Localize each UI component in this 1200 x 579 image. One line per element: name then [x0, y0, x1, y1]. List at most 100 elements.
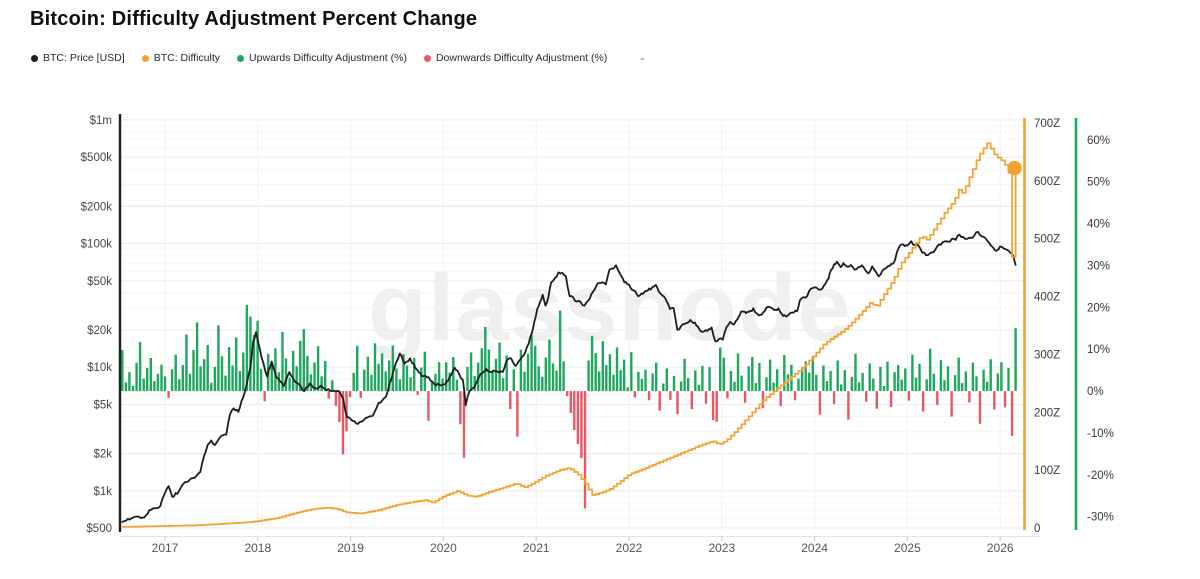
down-adjustment-bar — [359, 391, 362, 398]
down-adjustment-bar — [690, 391, 693, 410]
up-adjustment-bar — [772, 382, 775, 392]
up-adjustment-bar — [124, 382, 128, 392]
up-adjustment-bar — [302, 329, 305, 392]
down-adjustment-bar — [576, 391, 580, 444]
up-adjustment-bar — [608, 354, 612, 392]
up-adjustment-bar — [306, 355, 309, 392]
year-tick-label: 2025 — [894, 541, 921, 555]
up-adjustment-bar — [217, 325, 220, 392]
up-adjustment-bar — [850, 376, 854, 391]
up-adjustment-bar — [893, 372, 896, 391]
down-adjustment-bar — [327, 391, 330, 399]
legend-item-upwards-difficulty-adjustment[interactable]: Upwards Difficulty Adjustment (%) — [237, 52, 407, 64]
up-adjustment-bar — [630, 352, 633, 391]
legend-collapse-control[interactable]: - — [640, 51, 645, 65]
up-adjustment-bar — [455, 379, 459, 391]
price-axis-tick-label: $200k — [81, 201, 113, 213]
up-adjustment-bar — [665, 368, 668, 391]
up-adjustment-bar — [541, 376, 544, 391]
up-adjustment-bar — [163, 376, 167, 392]
up-adjustment-bar — [751, 357, 754, 391]
down-adjustment-bar — [950, 391, 953, 417]
up-adjustment-bar — [526, 353, 530, 392]
up-adjustment-bar — [740, 375, 743, 392]
up-adjustment-bar — [986, 381, 989, 391]
up-adjustment-bar — [929, 348, 932, 392]
up-adjustment-bar — [982, 369, 985, 392]
up-adjustment-bar — [469, 352, 473, 391]
year-tick-label: 2019 — [337, 541, 364, 555]
down-adjustment-bar — [516, 391, 519, 437]
down-adjustment-bar — [676, 391, 679, 415]
up-adjustment-bar — [423, 351, 426, 392]
up-adjustment-bar — [1014, 328, 1017, 391]
up-adjustment-bar — [149, 358, 152, 392]
up-adjustment-bar — [683, 358, 686, 391]
legend-item-btc-difficulty[interactable]: BTC: Difficulty — [141, 52, 220, 64]
up-adjustment-bar — [380, 353, 384, 392]
up-adjustment-bar — [587, 360, 590, 392]
down-adjustment-bar — [462, 391, 466, 458]
page-title: Bitcoin: Difficulty Adjustment Percent C… — [30, 8, 478, 30]
down-adjustment-bar — [921, 391, 925, 412]
legend-item-label: Downwards Difficulty Adjustment (%) — [435, 52, 608, 64]
year-tick-label: 2023 — [708, 541, 735, 555]
up-adjustment-bar — [836, 360, 839, 392]
year-gridlines — [164, 118, 1001, 532]
up-adjustment-bar — [316, 346, 320, 391]
up-adjustment-bar — [288, 377, 291, 392]
up-adjustment-bar — [445, 362, 448, 392]
up-adjustment-bar — [391, 345, 394, 391]
down-adjustment-bar — [647, 391, 651, 401]
up-adjustment-bar — [679, 381, 683, 391]
legend-item-btc-price-usd[interactable]: BTC: Price [USD] — [31, 52, 125, 64]
legend-item-downwards-difficulty-adjustment[interactable]: Downwards Difficulty Adjustment (%) — [423, 52, 608, 64]
down-adjustment-bar — [889, 391, 893, 407]
price-axis-tick-label: $500k — [81, 152, 113, 164]
year-tick-label: 2022 — [616, 541, 643, 555]
up-adjustment-bar — [309, 374, 313, 392]
up-adjustment-bar — [131, 386, 135, 391]
difficulty-axis-tick-label: 400Z — [1034, 292, 1060, 304]
up-adjustment-bar — [270, 363, 273, 392]
difficulty-axis-tick-label: 0 — [1034, 523, 1040, 535]
up-adjustment-bar — [434, 373, 437, 392]
up-adjustment-bar — [537, 366, 540, 391]
down-adjustment-bar — [338, 391, 341, 423]
down-adjustment-bar — [993, 391, 996, 410]
up-adjustment-bar — [961, 383, 964, 392]
up-adjustment-bar — [413, 358, 416, 392]
up-adjustment-bar — [185, 334, 188, 391]
difficulty-axis-tick-label: 100Z — [1034, 465, 1060, 477]
up-adjustment-bar — [388, 360, 391, 392]
up-adjustment-bar — [213, 366, 217, 392]
price-axis-tick-label: $1k — [93, 486, 112, 498]
up-adjustment-bar — [192, 350, 195, 391]
difficulty-axis-tick-label: 500Z — [1034, 234, 1060, 246]
x-axis-labels: 2017 2018 2019 2020 2021 2022 2023 2024 2025 2026 — [152, 536, 1014, 555]
up-adjustment-bar — [662, 383, 665, 391]
up-adjustment-bar — [687, 378, 690, 392]
down-adjustment-bar — [1010, 391, 1014, 436]
down-adjustment-bar — [566, 391, 569, 397]
up-adjustment-bar — [491, 371, 494, 392]
up-adjustment-bar — [900, 379, 903, 391]
up-adjustment-bar — [843, 370, 846, 391]
down-adjustment-bar — [569, 391, 572, 413]
price-axis-tick-label: $10k — [87, 362, 112, 374]
up-adjustment-bar — [800, 368, 804, 391]
up-adjustment-bar — [235, 337, 238, 391]
percent-axis-tick-label: 50% — [1087, 177, 1110, 189]
up-adjustment-bar — [758, 363, 761, 392]
price-axis-tick-label: $1m — [90, 115, 112, 127]
up-adjustment-bar — [544, 357, 547, 392]
up-adjustment-bar — [590, 335, 594, 392]
up-adjustment-bar — [188, 373, 192, 392]
down-adjustment-bar — [832, 391, 836, 405]
price-axis-tick-label: $20k — [87, 325, 112, 337]
up-adjustment-bar — [971, 362, 975, 392]
up-adjustment-bar — [530, 334, 533, 391]
price-axis-tick-label: $50k — [87, 276, 112, 288]
up-adjustment-bar — [292, 350, 295, 391]
